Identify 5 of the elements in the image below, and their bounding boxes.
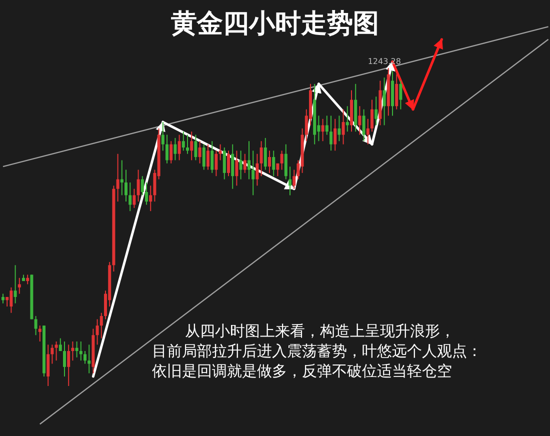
text: 1243.28 [368, 57, 401, 66]
annotation: 目前局部拉升后进入震荡蓄势，叶悠远个人观点： [152, 342, 482, 360]
annotation: 依旧是回调就是做多，反弹不破位适当轻仓空 [152, 362, 452, 380]
annotation: 从四小时图上来看，构造上呈现升浪形， [185, 322, 455, 340]
chart-title: 黄金四小时走势图 [170, 9, 379, 39]
